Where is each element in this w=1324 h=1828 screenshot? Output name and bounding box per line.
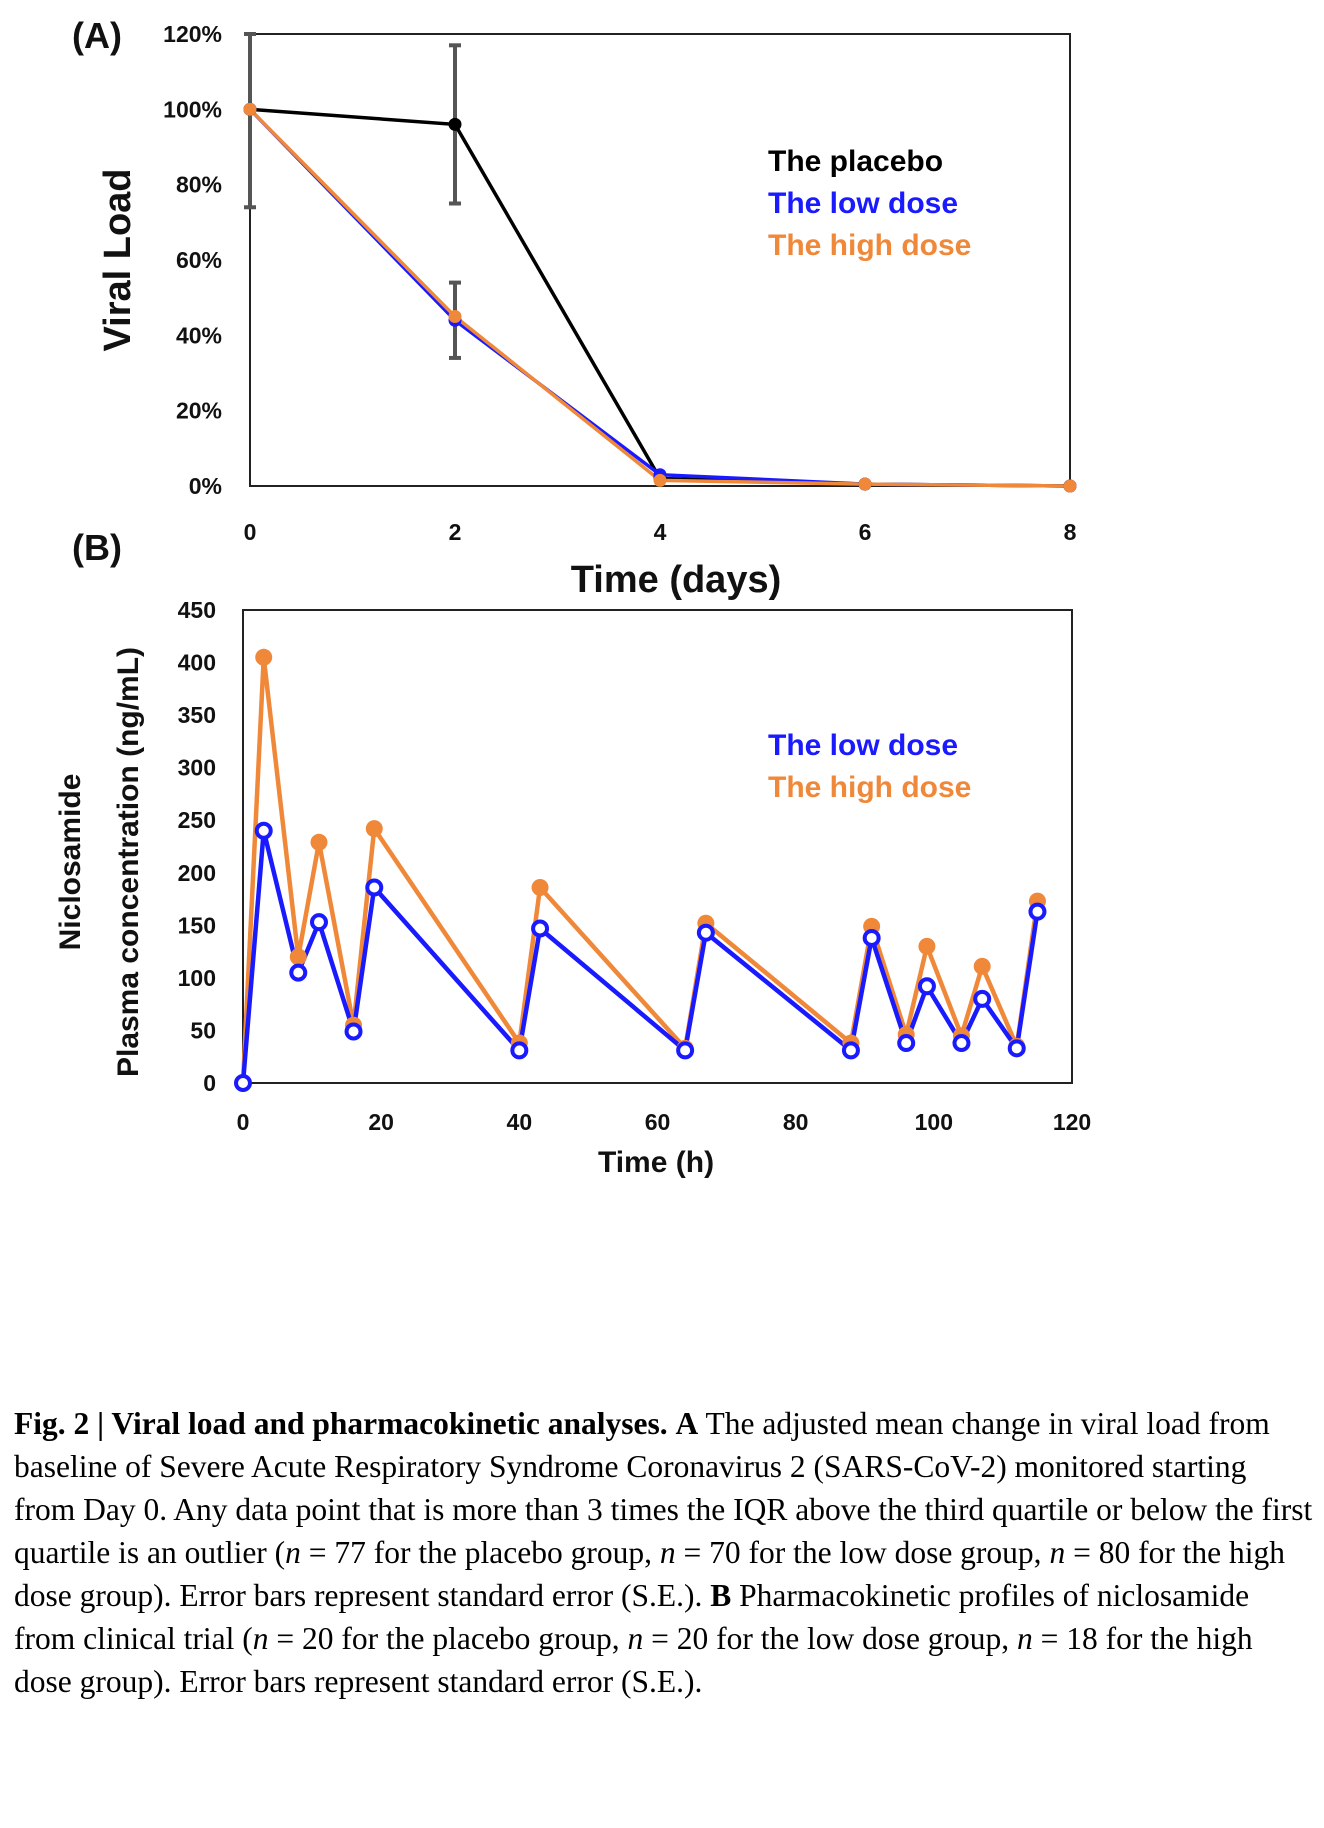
a-ytick-label: 40% <box>176 322 222 348</box>
b-ytick-label: 250 <box>178 807 216 833</box>
legend-b-low-dose: The low dose <box>768 729 958 762</box>
a-high-dose-point <box>653 473 667 487</box>
b-ytick-label: 450 <box>178 597 216 623</box>
panel-a-legend: The placebo The low dose The high dose <box>768 145 971 262</box>
b-ytick-label: 150 <box>178 912 216 938</box>
panel-a-xlabel: Time (days) <box>571 559 781 601</box>
b-low-dose-point <box>289 963 308 982</box>
a-ytick-label: 120% <box>163 21 222 47</box>
legend-a-low-dose: The low dose <box>768 187 958 220</box>
a-ytick-label: 20% <box>176 398 222 424</box>
caption-n: n <box>1049 1535 1066 1570</box>
caption-text-8: = 18 for the high dose group). Error bar… <box>14 1621 1253 1699</box>
caption-n: n <box>285 1535 301 1570</box>
b-low-dose-point <box>973 989 992 1008</box>
legend-b-high-dose: The high dose <box>768 771 971 804</box>
b-low-dose-point <box>365 878 384 897</box>
a-xtick-label: 0 <box>244 519 257 545</box>
a-xtick-label: 4 <box>654 519 667 545</box>
b-high-dose-point <box>255 648 273 666</box>
b-low-dose-point <box>676 1041 695 1060</box>
a-high-dose-point <box>1063 479 1077 493</box>
panel-a-label: (A) <box>72 15 122 56</box>
b-low-dose-point <box>510 1041 529 1060</box>
figure-canvas: (A) 0% 20% 40% 60% 80% 100% 120% 0 2 4 6 8 Viral L… <box>54 15 1091 1179</box>
b-ytick-label: 300 <box>178 755 216 781</box>
legend-a-placebo: The placebo <box>768 145 943 178</box>
b-low-dose-point <box>309 913 328 932</box>
b-low-dose-point <box>841 1041 860 1060</box>
a-ytick-label: 60% <box>176 247 222 273</box>
b-xtick-label: 20 <box>368 1109 394 1135</box>
b-ytick-label: 0 <box>203 1070 216 1096</box>
caption-n: n <box>659 1535 676 1570</box>
b-low-dose-point <box>897 1034 916 1053</box>
caption-n: n <box>1017 1621 1033 1656</box>
b-high-dose-point <box>973 957 991 975</box>
b-xtick-label: 80 <box>783 1109 809 1135</box>
b-low-dose-point <box>344 1022 363 1041</box>
b-xtick-label: 60 <box>645 1109 671 1135</box>
a-ytick-label: 80% <box>176 172 222 198</box>
a-high-dose-point <box>243 102 257 116</box>
figure-caption: Fig. 2 | Viral load and pharmacokinetic … <box>14 1402 1314 1703</box>
b-xtick-label: 40 <box>507 1109 533 1135</box>
b-low-dose-point <box>254 821 273 840</box>
a-high-dose-point <box>448 310 462 323</box>
b-xtick-label: 120 <box>1053 1109 1091 1135</box>
a-xtick-label: 8 <box>1064 519 1077 545</box>
b-high-dose-point <box>365 820 383 838</box>
caption-text-3: = 70 for the low dose group, <box>675 1535 1050 1570</box>
b-high-dose-line <box>240 655 1040 1084</box>
b-high-dose-point <box>289 948 307 966</box>
b-ytick-label: 50 <box>190 1017 216 1043</box>
caption-text-1: The adjusted mean change in viral load f… <box>14 1406 1313 1570</box>
b-low-dose-point <box>234 1074 252 1092</box>
panel-b-xlabel: Time (h) <box>598 1146 714 1179</box>
a-xtick-label: 6 <box>859 519 872 545</box>
b-ytick-label: 400 <box>178 650 216 676</box>
b-low-dose-point <box>952 1034 971 1053</box>
caption-n: n <box>252 1621 269 1656</box>
b-low-dose-point <box>862 928 881 947</box>
a-ytick-label: 0% <box>189 473 222 499</box>
legend-a-high-dose: The high dose <box>768 229 971 262</box>
b-xtick-label: 100 <box>915 1109 953 1135</box>
b-low-dose-point <box>531 919 550 938</box>
b-high-dose-point <box>918 937 936 955</box>
b-low-dose-point <box>1007 1039 1026 1058</box>
caption-text-7: = 20 for the low dose group, <box>643 1621 1018 1656</box>
caption-a-label: A <box>675 1406 699 1441</box>
panel-b-label: (B) <box>72 527 122 568</box>
b-low-dose-line <box>240 828 1040 1084</box>
b-ytick-label: 100 <box>178 965 216 991</box>
caption-text-5: Pharmacokinetic profiles of niclosamide … <box>14 1578 1250 1656</box>
caption-text-6: = 20 for the placebo group, <box>268 1621 628 1656</box>
b-high-dose-point <box>310 833 328 851</box>
a-high-dose-point <box>858 477 872 491</box>
a-placebo-point <box>448 117 462 131</box>
panel-b-ylabel-line2: Plasma concentration (ng/mL) <box>112 647 145 1077</box>
a-high-dose-line <box>248 108 1071 488</box>
b-low-dose-point <box>1028 902 1047 921</box>
caption-b-label: B <box>710 1578 732 1613</box>
panel-a-ylabel: Viral Load <box>97 168 139 351</box>
caption-text-2: = 77 for the placebo group, <box>300 1535 660 1570</box>
b-low-dose-point <box>696 923 715 942</box>
a-ytick-label: 100% <box>163 96 222 122</box>
b-xtick-label: 0 <box>237 1109 250 1135</box>
a-placebo-line <box>249 107 1071 488</box>
caption-fig-label: Fig. 2 | Viral load and pharmacokinetic … <box>14 1406 668 1441</box>
panel-b-ylabel-line1: Niclosamide <box>54 774 87 951</box>
a-xtick-label: 2 <box>449 519 462 545</box>
caption-n: n <box>627 1621 644 1656</box>
caption-text-4: = 80 for the high dose group). Error bar… <box>14 1535 1286 1613</box>
b-low-dose-point <box>917 977 936 996</box>
b-ytick-label: 200 <box>178 860 216 886</box>
b-high-dose-point <box>531 878 549 896</box>
panel-b-plot-area <box>242 609 1073 1084</box>
panel-b-legend: The low dose The high dose <box>768 729 971 804</box>
a-low-dose-line <box>248 108 1071 488</box>
b-ytick-label: 350 <box>178 702 216 728</box>
